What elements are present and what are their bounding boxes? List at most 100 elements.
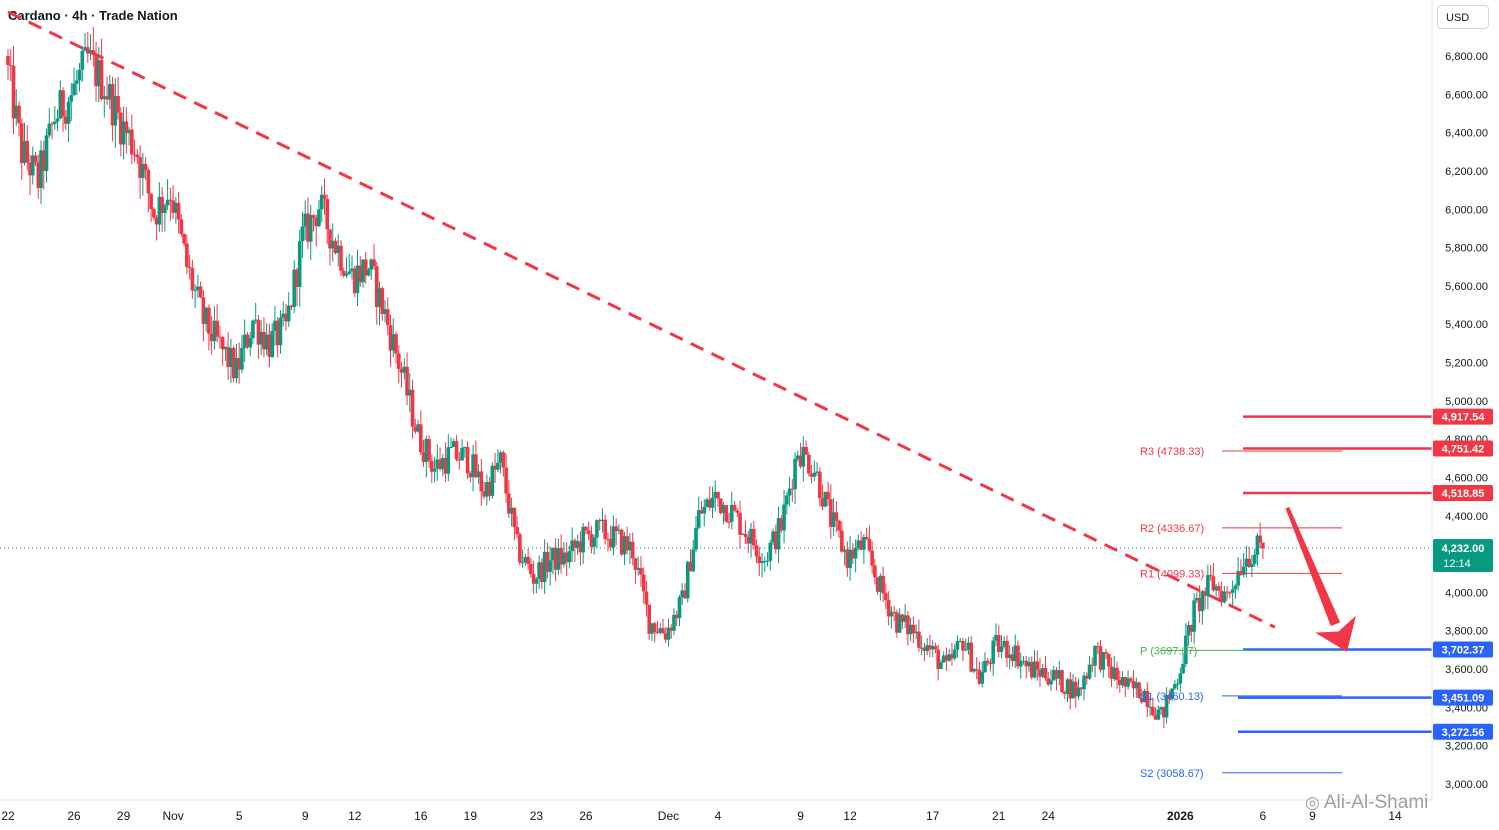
- candle-body: [564, 552, 569, 563]
- levels-layer: [1238, 415, 1432, 734]
- candle-body: [352, 268, 357, 294]
- candle-body: [1010, 654, 1015, 662]
- candle-body: [110, 84, 115, 126]
- countdown-label: 12:14: [1443, 558, 1471, 570]
- candle-body: [300, 226, 305, 242]
- candle-body: [972, 668, 976, 672]
- candle-body: [317, 209, 321, 227]
- candle-body: [917, 631, 921, 648]
- candle-body: [1098, 646, 1103, 670]
- candle-body: [1027, 661, 1031, 667]
- candle-body: [837, 520, 841, 531]
- candle-body: [479, 471, 484, 492]
- candle-body: [688, 561, 693, 572]
- candle-body: [1046, 678, 1051, 685]
- candle-body: [185, 243, 189, 267]
- candle-body: [1186, 625, 1191, 636]
- candle-body: [1142, 690, 1147, 703]
- x-tick-label: 6: [1260, 809, 1267, 823]
- candle-body: [460, 447, 464, 461]
- candle-body: [41, 150, 46, 171]
- candle-body: [1071, 681, 1075, 699]
- candle-body: [985, 660, 990, 663]
- candle-body: [33, 155, 38, 163]
- candle-body: [595, 520, 599, 538]
- candle-body: [187, 266, 192, 269]
- candle-body: [119, 112, 123, 145]
- candle-body: [906, 615, 910, 635]
- candle-body: [22, 140, 27, 164]
- candle-body: [1018, 660, 1023, 667]
- candle-body: [939, 662, 943, 670]
- candle-body: [1087, 664, 1092, 679]
- y-tick-label: 5,400.00: [1445, 319, 1488, 331]
- candle-body: [754, 545, 759, 557]
- x-tick-label: 12: [843, 809, 857, 823]
- candle-body: [862, 537, 866, 550]
- candle-body: [1241, 566, 1246, 575]
- candle-body: [410, 389, 415, 427]
- x-tick-label: 9: [302, 809, 309, 823]
- key-level-badge-label: 3,451.09: [1442, 693, 1485, 705]
- candle-body: [644, 591, 649, 605]
- currency-button[interactable]: USD: [1437, 5, 1489, 29]
- candle-body: [941, 655, 946, 663]
- candle-body: [1159, 706, 1163, 710]
- pivot-label: R2 (4336.67): [1140, 523, 1204, 535]
- candle-body: [430, 460, 434, 472]
- candle-body: [666, 627, 671, 640]
- last-price-badge: [1433, 538, 1493, 572]
- candle-body: [391, 334, 396, 351]
- candle-body: [350, 268, 354, 272]
- candle-body: [988, 662, 993, 664]
- candle-body: [83, 47, 87, 51]
- candle-body: [652, 623, 657, 632]
- candle-body: [944, 655, 949, 661]
- candle-body: [201, 297, 206, 324]
- candle-body: [504, 467, 508, 494]
- candle-body: [677, 597, 682, 619]
- candle-body: [776, 518, 781, 550]
- candle-body: [529, 563, 533, 574]
- candle-body: [385, 309, 390, 326]
- pivot-label: S2 (3058.67): [1140, 768, 1204, 780]
- candle-body: [292, 269, 297, 307]
- candle-body: [86, 47, 90, 54]
- candle-body: [347, 271, 352, 274]
- candle-body: [1032, 661, 1037, 678]
- candle-body: [1164, 695, 1169, 718]
- candle-body: [735, 510, 740, 513]
- candle-body: [182, 234, 186, 244]
- candle-body: [418, 424, 423, 453]
- candle-body: [163, 205, 167, 213]
- candle-body: [229, 348, 233, 368]
- candle-body: [1252, 554, 1257, 564]
- candle-body: [143, 163, 148, 171]
- candle-body: [950, 654, 954, 659]
- candle-body: [760, 561, 764, 564]
- candle-body: [922, 647, 927, 651]
- candle-body: [790, 488, 795, 490]
- y-tick-label: 6,800.00: [1445, 51, 1488, 63]
- candle-body: [154, 217, 159, 225]
- candle-body: [1255, 535, 1260, 555]
- candle-body: [212, 320, 217, 342]
- candle-body: [914, 631, 918, 634]
- candle-body: [14, 105, 19, 119]
- candle-body: [908, 624, 913, 635]
- candle-body: [650, 623, 654, 634]
- candle-body: [1200, 591, 1205, 612]
- candle-body: [1126, 678, 1130, 687]
- candle-body: [895, 612, 899, 633]
- x-tick-label: 26: [579, 809, 593, 823]
- candle-body: [1258, 535, 1262, 543]
- candle-body: [482, 491, 486, 497]
- candle-body: [226, 346, 230, 368]
- candle-body: [974, 668, 979, 671]
- y-tick-label: 5,000.00: [1445, 396, 1488, 408]
- candle-body: [1236, 571, 1240, 586]
- candle-body: [911, 624, 916, 634]
- candle-body: [1079, 687, 1084, 690]
- key-level-badge-label: 4,751.42: [1442, 443, 1485, 455]
